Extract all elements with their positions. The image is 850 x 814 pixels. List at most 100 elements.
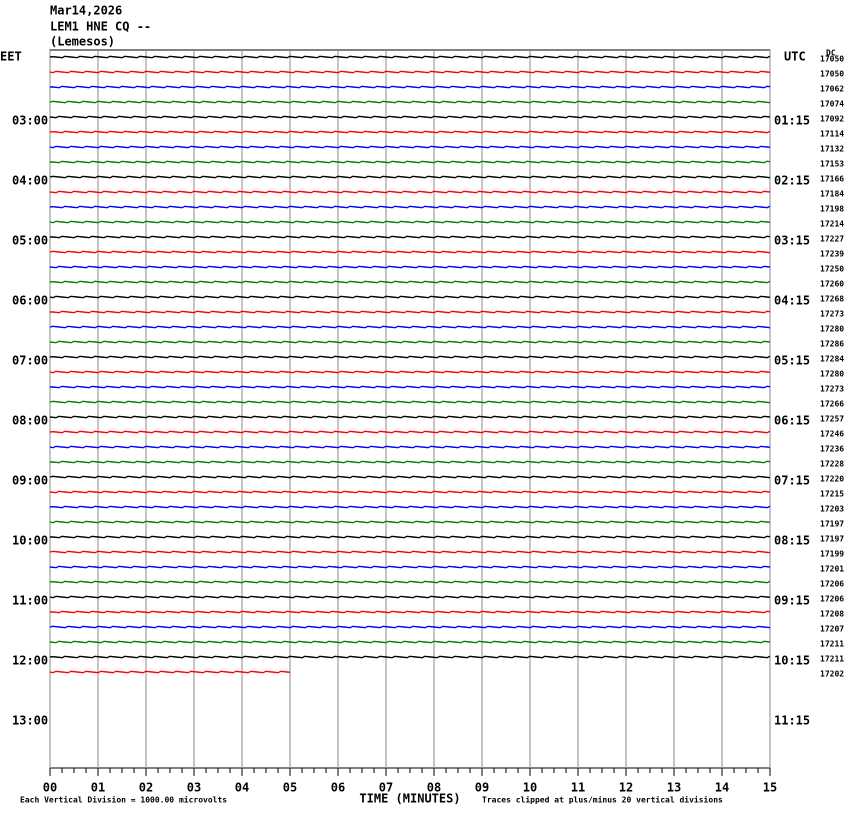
count-label: 17114 [820,130,844,139]
count-label: 17197 [820,520,844,529]
trace [49,655,771,659]
trace [49,130,771,134]
right-hour: 06:15 [774,414,810,428]
x-tick-label: 11 [571,781,585,795]
trace [49,280,771,284]
right-hour: 11:15 [774,714,810,728]
title-line: LEM1 HNE CQ -- [50,20,151,34]
trace [49,205,771,209]
count-label: 17199 [820,550,844,559]
count-label: 17201 [820,565,844,574]
count-label: 17166 [820,175,844,184]
count-label: 17257 [820,415,844,424]
count-label: 17284 [820,355,844,364]
right-hour: 04:15 [774,294,810,308]
trace [49,70,771,74]
trace [50,85,771,89]
left-hour: 06:00 [12,294,48,308]
trace [49,475,771,479]
trace [49,370,771,374]
count-label: 17211 [820,640,844,649]
trace [49,100,771,104]
trace [49,670,291,674]
x-tick-label: 03 [187,781,201,795]
count-label: 17220 [820,475,844,484]
count-label: 17214 [820,220,844,229]
x-tick-label: 04 [235,781,249,795]
trace [50,535,771,539]
trace [50,235,771,239]
x-tick-label: 07 [379,781,393,795]
trace [50,310,771,314]
clip-note: Traces clipped at plus/minus 20 vertical… [482,795,723,805]
left-hour: 10:00 [12,534,48,548]
scale-note: Each Vertical Division = 1000.00 microvo… [20,795,227,805]
left-hour: 13:00 [12,714,48,728]
trace [49,145,771,149]
count-label: 17273 [820,310,844,319]
left-hour: 08:00 [12,414,48,428]
count-label: 17280 [820,325,844,334]
count-label: 17228 [820,460,844,469]
right-hour: 02:15 [774,174,810,188]
count-label: 17206 [820,595,844,604]
trace [49,565,771,569]
count-label: 17286 [820,340,844,349]
count-label: 17198 [820,205,844,214]
count-label: 17239 [820,250,844,259]
count-label: 17273 [820,385,844,394]
left-hour: 11:00 [12,594,48,608]
trace [49,55,771,59]
x-tick-label: 14 [715,781,729,795]
count-label: 17211 [820,655,844,664]
trace [49,625,771,629]
trace [49,550,771,554]
count-label: 17092 [820,115,844,124]
count-label: 17184 [820,190,844,199]
right-hour: 01:15 [774,114,810,128]
count-label: 17208 [820,610,844,619]
count-label: 17268 [820,295,844,304]
trace [49,340,771,344]
left-hour: 09:00 [12,474,48,488]
trace [50,160,771,164]
trace [49,445,771,449]
left-zone: EET [0,50,22,64]
x-tick-label: 05 [283,781,297,795]
count-label: 17050 [820,70,844,79]
trace [49,580,771,584]
x-tick-label: 12 [619,781,633,795]
count-label: 17197 [820,535,844,544]
right-hour: 05:15 [774,354,810,368]
x-axis-label: TIME (MINUTES) [359,792,460,806]
trace [49,220,771,224]
title-line: Mar14,2026 [50,4,122,18]
left-hour: 03:00 [12,114,48,128]
x-tick-label: 08 [427,781,441,795]
trace [49,250,771,254]
trace [49,295,771,299]
x-tick-label: 13 [667,781,681,795]
trace [49,505,771,509]
count-label: 17266 [820,400,844,409]
trace [49,415,771,419]
title-line: (Lemesos) [50,35,115,49]
trace [49,190,771,194]
x-tick-label: 06 [331,781,345,795]
left-hour: 12:00 [12,654,48,668]
x-tick-label: 01 [91,781,105,795]
count-label: 17215 [820,490,844,499]
count-label: 17153 [820,160,844,169]
trace [49,115,771,119]
count-label: 17227 [820,235,844,244]
trace [49,400,771,404]
count-label: 17074 [820,100,844,109]
count-label: 17250 [820,265,844,274]
trace [50,460,771,464]
count-label: 17260 [820,280,844,289]
count-label: 17246 [820,430,844,439]
trace [49,325,771,329]
trace [49,175,771,179]
x-tick-label: 00 [43,781,57,795]
